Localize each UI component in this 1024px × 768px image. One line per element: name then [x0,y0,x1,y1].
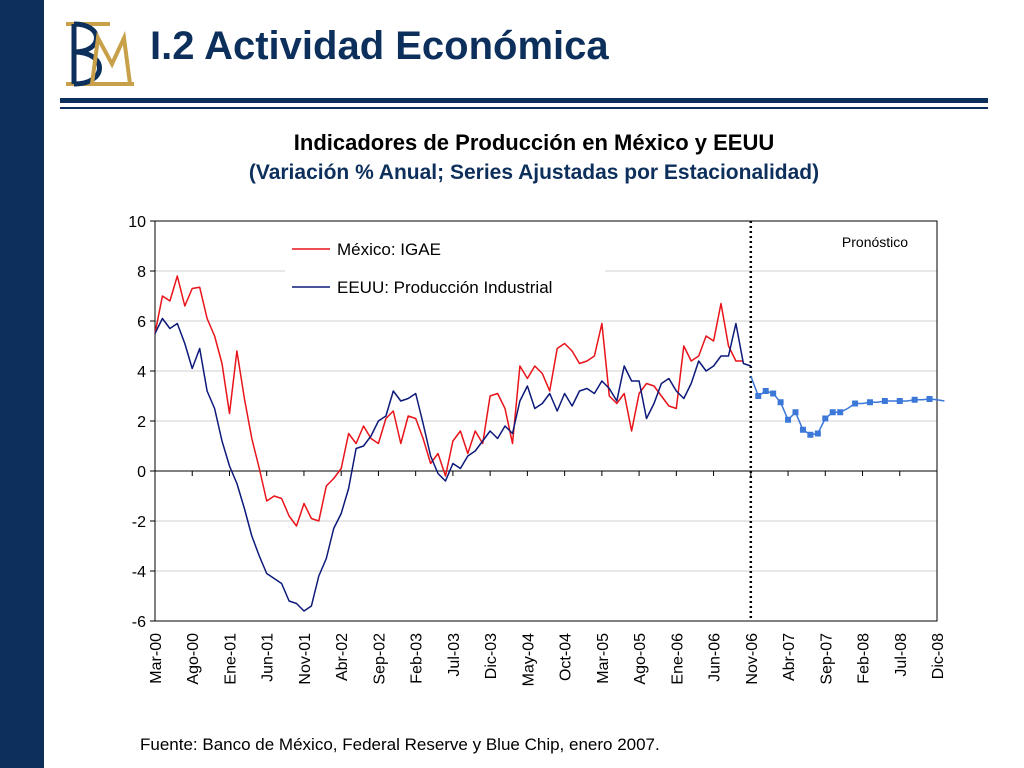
x-tick-label: Jul-03 [446,633,463,677]
y-tick-label: -4 [132,564,146,581]
x-tick-label: Ago-00 [185,633,202,685]
forecast-marker [814,430,821,437]
x-tick-label: Mar-05 [595,633,612,684]
forecast-marker [807,431,814,438]
forecast-marker [799,426,806,433]
y-tick-label: -6 [132,614,146,631]
x-tick-label: Feb-08 [856,633,873,684]
y-tick-label: 10 [128,214,146,231]
chart-title: Indicadores de Producción en México y EE… [293,130,775,155]
forecast-marker [777,399,784,406]
x-tick-label: Feb-03 [409,633,426,684]
y-tick-label: -2 [132,514,146,531]
x-tick-label: Oct-04 [558,633,575,681]
forecast-marker [852,400,859,407]
source-note: Fuente: Banco de México, Federal Reserve… [140,735,660,754]
forecast-marker [792,409,799,416]
x-tick-label: Abr-07 [781,633,798,681]
series [154,275,945,612]
x-tick-label: Abr-02 [334,633,351,681]
axes: -6 -4 -2 0 2 4 6 8 10 Mar-00 Ago-00 Ene-01 Jun-01 Nov… [128,214,947,686]
series-mexico-igae [154,275,744,527]
series-usa-industrial [154,317,752,612]
legend-background [285,230,605,300]
y-tick-label: 6 [137,314,146,331]
forecast-marker [755,393,762,399]
legend-label-usa: EEUU: Producción Industrial [337,278,552,297]
forecast-marker [911,396,918,403]
x-tick-label: Ene-06 [669,633,686,685]
forecast-marker [896,398,903,404]
logo-letter-b [71,21,102,87]
y-tick-label: 0 [137,464,146,481]
title-rule-thin [60,107,988,109]
x-tick-label: Dic-03 [483,633,500,679]
legend-label-mexico: México: IGAE [337,240,441,259]
forecast-marker [822,415,829,422]
x-tick-label: May-04 [520,633,537,686]
title-rule-thick [60,98,988,103]
x-tick-label: Jun-01 [260,633,277,682]
y-tick-label: 8 [137,264,146,281]
x-tick-label: Nov-01 [297,633,314,685]
forecast-marker [785,416,792,423]
x-tick-label: Dic-08 [930,633,947,679]
forecast-marker [926,396,933,402]
legend: México: IGAE EEUU: Producción Industrial [285,230,605,300]
x-tick-label: Mar-00 [148,633,165,684]
x-tick-label: Jun-06 [707,633,724,682]
forecast-marker [837,409,844,416]
x-tick-label: Nov-06 [744,633,761,685]
forecast-marker [829,409,836,416]
x-tick-label: Ene-01 [222,633,239,685]
gridlines [155,270,937,572]
y-tick-label: 4 [137,364,146,381]
x-tick-label: Sep-07 [818,633,835,685]
x-tick-label: Ago-05 [632,633,649,685]
bm-logo [66,21,134,87]
forecast-marker [881,398,888,404]
chart-subtitle: (Variación % Anual; Series Ajustadas por… [248,161,820,184]
x-tick-label: Jul-08 [893,633,910,677]
logo-letter-m [90,30,132,85]
forecast-marker [770,390,777,397]
forecast-marker [762,388,769,394]
forecast-label: Pronóstico [842,234,908,250]
y-tick-label: 2 [137,414,146,431]
series-forecast [750,375,945,436]
side-bar [0,0,44,768]
x-tick-label: Sep-02 [371,633,388,685]
page-title: I.2 Actividad Económica [150,24,609,68]
forecast-marker [866,399,873,406]
